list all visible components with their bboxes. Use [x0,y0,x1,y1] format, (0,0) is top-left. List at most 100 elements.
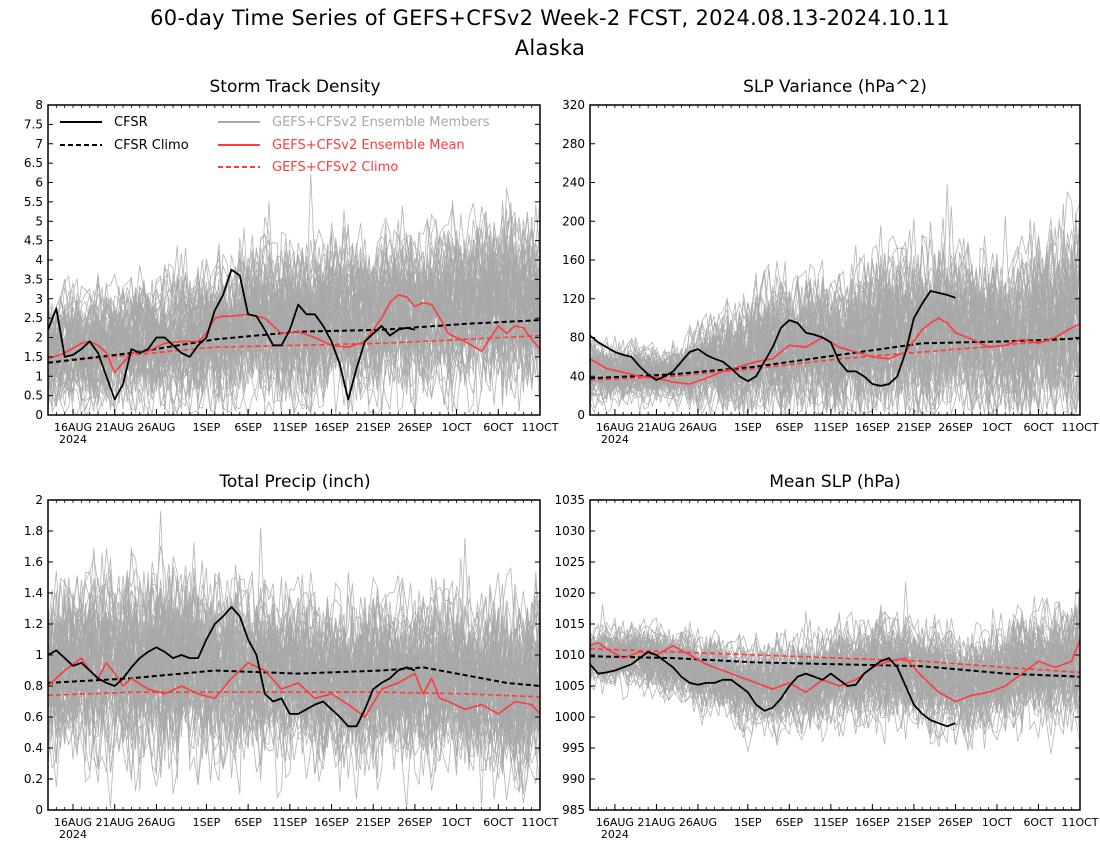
x-tick-label: 11OCT [1061,816,1098,829]
series-ens-mean [590,639,1080,703]
y-tick-label: 4 [35,253,43,267]
y-tick-label: 1.2 [24,617,43,631]
series-ens-mean [590,317,1080,385]
member-line [48,229,540,415]
legend-gefs-climo-label: GEFS+CFSv2 Climo [272,160,398,175]
y-tick-label: 240 [562,176,585,190]
member-line [590,608,1080,738]
x-tick-label: 11OCT [1061,421,1098,434]
x-year-label: 2024 [59,433,87,446]
y-tick-label: 160 [562,253,585,267]
x-tick-label: 1OCT [982,816,1012,829]
x-tick-label: 21AUG [637,421,675,434]
series-cfsr [48,268,416,401]
x-tick-label: 11SEP [273,421,308,434]
x-tick-label: 6OCT [483,816,513,829]
x-tick-label: 26AUG [137,421,175,434]
series-ens-mean [48,294,540,374]
x-tick-label: 6SEP [234,816,262,829]
y-tick-label: 1.5 [24,350,43,364]
y-tick-label: 0.4 [24,741,43,755]
y-tick-label: 80 [570,331,585,345]
series-cfsr [590,651,956,728]
y-tick-label: 8 [35,98,43,112]
x-tick-label: 21SEP [897,816,932,829]
x-tick-label: 26SEP [398,421,433,434]
x-tick-label: 21AUG [96,816,134,829]
chart-title: Storm Track Density [209,77,380,97]
member-line [48,597,540,800]
y-tick-label: 5.5 [24,195,43,209]
y-tick-label: 120 [562,292,585,306]
x-tick-label: 11SEP [814,816,849,829]
x-tick-label: 11OCT [521,421,558,434]
x-year-label: 2024 [601,828,629,841]
x-tick-label: 16AUG [596,421,634,434]
x-tick-label: 6SEP [234,421,262,434]
y-tick-label: 995 [562,741,585,755]
member-line [48,596,540,779]
y-tick-label: 0 [35,803,43,817]
x-tick-label: 26SEP [938,816,973,829]
x-tick-label: 26SEP [938,421,973,434]
legend: CFSR CFSR Climo GEFS+CFSv2 Ensemble Member… [60,115,490,175]
series-cfsr [590,290,956,387]
x-year-label: 2024 [59,828,87,841]
chart-title: Mean SLP (hPa) [769,472,901,492]
member-line [590,252,1080,393]
chart-panel-2: SLP Variance (hPa^2) 0 40 80 120 160 200 240 280… [562,77,1099,446]
y-tick-label: 2.5 [24,311,43,325]
y-tick-label: 40 [570,369,585,383]
member-line [48,230,540,401]
y-tick-label: 5 [35,214,43,228]
member-line [48,575,540,800]
x-tick-label: 1SEP [193,816,221,829]
member-line [48,234,540,415]
plot-area [590,183,1080,415]
x-tick-label: 1OCT [982,421,1012,434]
x-tick-label: 1OCT [442,421,472,434]
y-tick-label: 1.6 [24,555,43,569]
series-gefs-climo [590,648,1080,674]
member-line [48,582,540,761]
x-tick-label: 16AUG [596,816,634,829]
member-line [590,253,1080,411]
x-tick-label: 16SEP [314,421,349,434]
x-tick-label: 16AUG [54,816,92,829]
x-tick-label: 6OCT [483,421,513,434]
figure-subtitle: Alaska [514,36,586,60]
y-tick-label: 1.8 [24,524,43,538]
member-line [48,597,540,794]
y-tick-label: 0.8 [24,679,43,693]
ensemble-members [48,173,540,415]
y-tick-label: 1010 [554,648,585,662]
x-tick-label: 26AUG [679,816,717,829]
x-tick-label: 26SEP [398,816,433,829]
y-tick-label: 985 [562,803,585,817]
y-tick-label: 0.6 [24,710,43,724]
legend-members-label: GEFS+CFSv2 Ensemble Members [272,115,490,130]
y-tick-label: 2 [35,493,43,507]
x-tick-label: 16SEP [855,816,890,829]
y-tick-label: 7 [35,137,43,151]
legend-cfsr-label: CFSR [114,115,148,130]
member-line [48,248,540,410]
x-tick-label: 21SEP [356,816,391,829]
y-tick-label: 3.5 [24,272,43,286]
x-tick-label: 26AUG [679,421,717,434]
x-tick-label: 1OCT [442,816,472,829]
x-tick-label: 6SEP [776,816,804,829]
plot-area [590,581,1080,755]
y-tick-label: 280 [562,137,585,151]
member-line [590,612,1080,718]
series-gefs-climo [48,334,540,364]
y-tick-label: 3 [35,292,43,306]
y-tick-label: 2 [35,331,43,345]
y-tick-label: 1.4 [24,586,43,600]
y-tick-label: 0 [35,408,43,422]
member-line [590,631,1080,751]
x-tick-label: 11SEP [273,816,308,829]
plot-area [48,511,540,808]
